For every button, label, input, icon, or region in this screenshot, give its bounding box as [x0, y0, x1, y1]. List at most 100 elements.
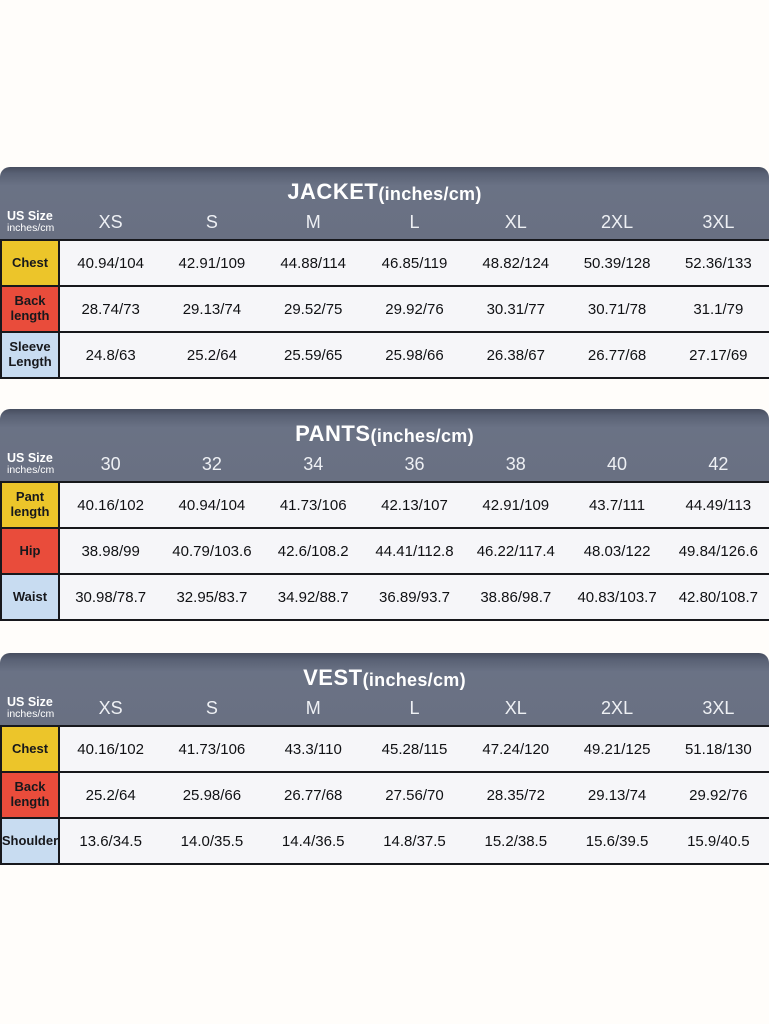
measurement-cell: 29.52/75 [284, 300, 343, 318]
measurement-cell: 26.38/67 [486, 346, 545, 364]
measurement-cell: 15.6/39.5 [585, 832, 649, 850]
jacket-size-table: JACKET (inches/cm) US Size inches/cm XS S… [0, 167, 769, 379]
measurement-cell: 30.31/77 [486, 300, 545, 318]
measurement-cell: 38.98/99 [81, 542, 140, 560]
measurement-cell: 43.3/110 [284, 740, 342, 758]
table-title-units: (inches/cm) [378, 184, 482, 204]
size-column-header: XL [504, 697, 527, 718]
measurement-cell: 40.83/103.7 [577, 588, 657, 606]
measurement-cell: 28.74/73 [81, 300, 140, 318]
row-label: Chest [2, 727, 60, 771]
measurement-cell: 30.98/78.7 [75, 588, 147, 606]
measurement-cell: 44.49/113 [685, 496, 752, 514]
measurement-cell: 47.24/120 [482, 740, 550, 758]
row-label: Back length [2, 773, 60, 817]
measurement-cell: 31.1/79 [693, 300, 744, 318]
size-column-header: L [409, 211, 420, 232]
table-row: Back length 25.2/64 25.98/66 26.77/68 27… [2, 771, 769, 817]
measurement-cell: 30.71/78 [587, 300, 647, 318]
size-column-header: L [409, 697, 420, 718]
measurement-cell: 44.88/114 [280, 254, 347, 272]
measurement-cell: 43.7/111 [588, 496, 646, 514]
measurement-cell: 42.6/108.2 [277, 542, 349, 560]
size-column-header: 32 [201, 453, 222, 474]
pants-table-header: PANTS (inches/cm) US Size inches/cm 30 32… [0, 409, 769, 481]
table-row: Pant length 40.16/102 40.94/104 41.73/10… [2, 481, 769, 527]
measurement-cell: 46.85/119 [381, 254, 448, 272]
size-column-header: 36 [404, 453, 425, 474]
corner-label-line1: US Size [7, 695, 53, 710]
measurement-cell: 40.16/102 [77, 740, 144, 758]
size-column-header: S [205, 211, 218, 232]
corner-label: US Size inches/cm [0, 209, 60, 235]
size-column-header: S [205, 697, 218, 718]
measurement-cell: 40.94/104 [77, 254, 144, 272]
measurement-cell: 15.2/38.5 [484, 832, 548, 850]
measurement-cell: 26.77/68 [587, 346, 647, 364]
vest-table-body: Chest 40.16/102 41.73/106 43.3/110 45.28… [0, 725, 769, 865]
measurement-cell: 40.94/104 [178, 496, 246, 514]
size-column-header: 40 [607, 453, 628, 474]
measurement-cell: 27.17/69 [689, 346, 748, 364]
size-column-header: 2XL [601, 211, 634, 232]
corner-label: US Size inches/cm [0, 451, 60, 477]
measurement-cell: 40.79/103.6 [172, 542, 252, 560]
table-row: Chest 40.16/102 41.73/106 43.3/110 45.28… [2, 725, 769, 771]
size-column-header: 42 [708, 453, 729, 474]
measurement-cell: 48.03/122 [583, 542, 651, 560]
measurement-cell: 29.13/74 [587, 786, 647, 804]
measurement-cell: 29.92/76 [689, 786, 748, 804]
vest-size-table: VEST (inches/cm) US Size inches/cm XS S M… [0, 653, 769, 865]
size-column-header: 3XL [702, 211, 735, 232]
measurement-cell: 42.91/109 [178, 254, 246, 272]
corner-label-line2: inches/cm [7, 708, 55, 721]
corner-label-line2: inches/cm [7, 222, 55, 235]
jacket-table-body: Chest 40.94/104 42.91/109 44.88/114 46.8… [0, 239, 769, 379]
measurement-cell: 44.41/112.8 [375, 542, 454, 560]
measurement-cell: 25.98/66 [182, 786, 242, 804]
table-title-units: (inches/cm) [362, 670, 466, 690]
size-column-header: 3XL [702, 697, 735, 718]
measurement-cell: 29.92/76 [385, 300, 444, 318]
measurement-cell: 46.22/117.4 [476, 542, 555, 560]
measurement-cell: 24.8/63 [85, 346, 136, 364]
table-row: Back length 28.74/73 29.13/74 29.52/75 2… [2, 285, 769, 331]
corner-label: US Size inches/cm [0, 695, 60, 721]
size-column-header: XS [98, 697, 123, 718]
table-row: Hip 38.98/99 40.79/103.6 42.6/108.2 44.4… [2, 527, 769, 573]
measurement-cell: 38.86/98.7 [480, 588, 552, 606]
measurement-cell: 41.73/106 [279, 496, 347, 514]
measurement-cell: 36.89/93.7 [379, 588, 450, 606]
jacket-table-title: JACKET (inches/cm) [0, 167, 769, 205]
pants-table-body: Pant length 40.16/102 40.94/104 41.73/10… [0, 481, 769, 621]
table-title-text: JACKET [287, 179, 379, 204]
table-title-units: (inches/cm) [370, 426, 474, 446]
size-column-header: 34 [303, 453, 324, 474]
jacket-table-header: JACKET (inches/cm) US Size inches/cm XS S… [0, 167, 769, 239]
measurement-cell: 50.39/128 [583, 254, 651, 272]
table-row: Chest 40.94/104 42.91/109 44.88/114 46.8… [2, 239, 769, 285]
measurement-cell: 41.73/106 [178, 740, 246, 758]
pants-size-table: PANTS (inches/cm) US Size inches/cm 30 32… [0, 409, 769, 621]
vest-table-header: VEST (inches/cm) US Size inches/cm XS S M… [0, 653, 769, 725]
size-column-header: 38 [505, 453, 526, 474]
corner-label-line1: US Size [7, 451, 53, 466]
row-label: Chest [2, 241, 60, 285]
jacket-size-header-row: US Size inches/cm XS S M L XL 2XL 3XL [0, 205, 769, 239]
corner-label-line1: US Size [7, 209, 53, 224]
measurement-cell: 25.59/65 [284, 346, 343, 364]
measurement-cell: 26.77/68 [284, 786, 343, 804]
measurement-cell: 14.0/35.5 [180, 832, 244, 850]
corner-label-line2: inches/cm [7, 464, 55, 477]
measurement-cell: 48.82/124 [482, 254, 550, 272]
row-label: Waist [2, 575, 60, 619]
measurement-cell: 27.56/70 [385, 786, 444, 804]
measurement-cell: 42.80/108.7 [678, 588, 758, 606]
size-column-header: 2XL [601, 697, 634, 718]
row-label: Back length [2, 287, 60, 331]
measurement-cell: 14.8/37.5 [383, 832, 446, 850]
table-row: Sleeve Length 24.8/63 25.2/64 25.59/65 2… [2, 331, 769, 377]
measurement-cell: 52.36/133 [684, 254, 752, 272]
size-column-header: M [305, 211, 321, 232]
row-label: Shoulder [2, 819, 60, 863]
